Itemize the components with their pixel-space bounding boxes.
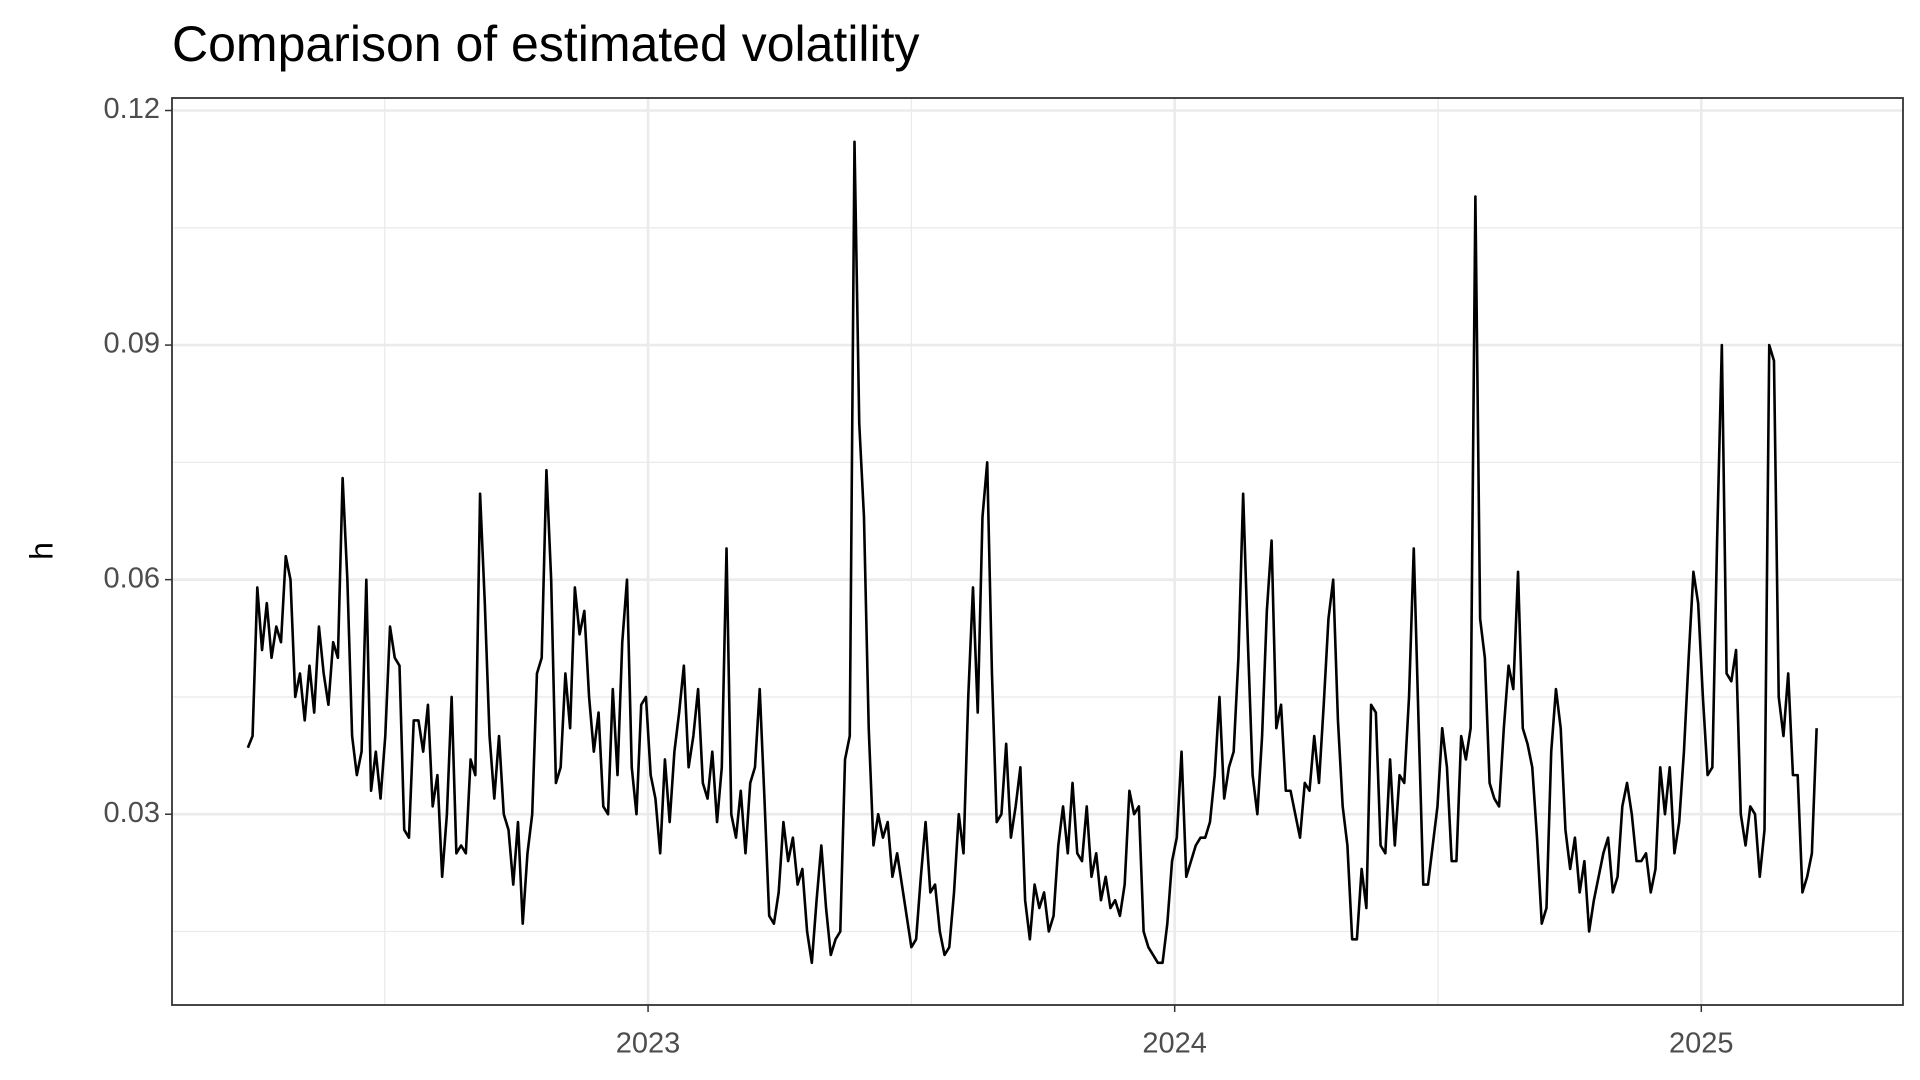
- x-tick-label: 2025: [1669, 1028, 1734, 1060]
- data-line: [246, 140, 1818, 965]
- y-axis-label: h: [23, 542, 59, 560]
- y-tick-label: 0.09: [104, 328, 160, 360]
- chart-title: Comparison of estimated volatility: [172, 16, 920, 72]
- x-tick-label: 2023: [616, 1028, 681, 1060]
- panel-border: [171, 97, 1904, 1006]
- y-tick-label: 0.06: [104, 562, 160, 594]
- x-tick-label: 2024: [1142, 1028, 1207, 1060]
- y-tick-label: 0.03: [104, 797, 160, 829]
- y-tick-label: 0.12: [104, 93, 160, 125]
